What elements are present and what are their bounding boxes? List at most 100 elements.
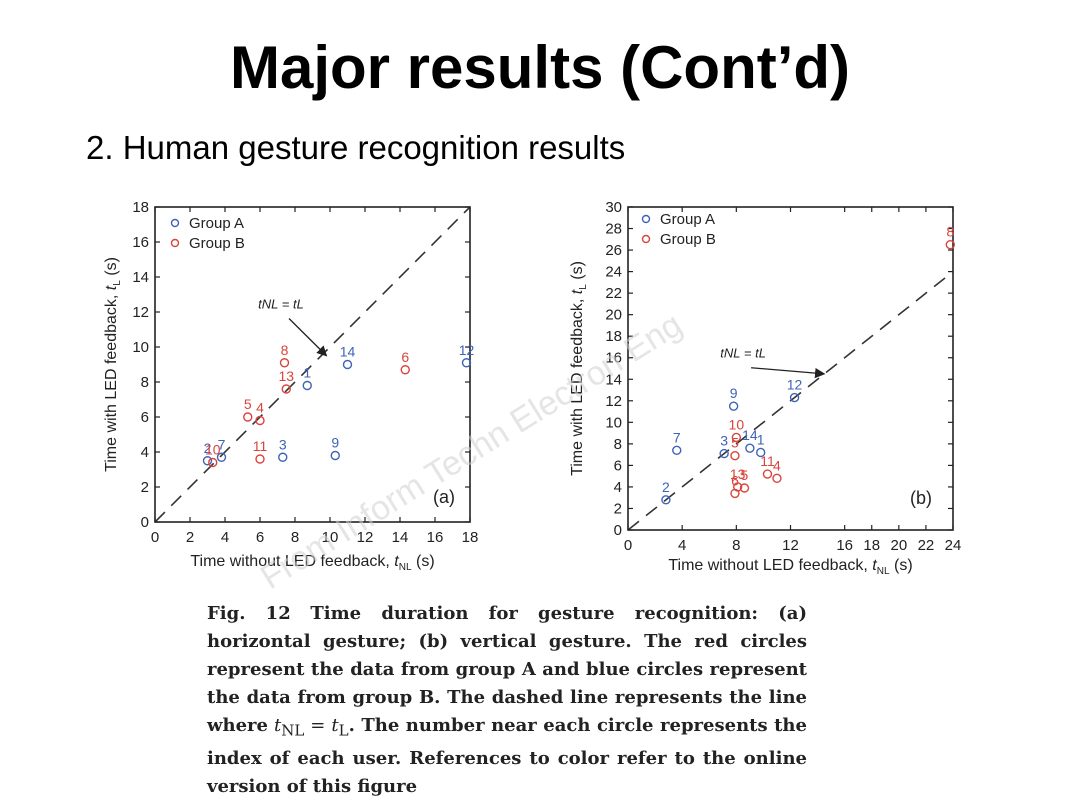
pb-legend-marker <box>641 214 651 224</box>
pb-point-group-a <box>745 443 755 453</box>
pa-x-tick-label: 18 <box>462 529 479 546</box>
pb-y-tick-label: 8 <box>614 436 622 453</box>
pa-legend-marker <box>170 218 180 228</box>
pa-point-label: 5 <box>244 396 252 412</box>
pa-y-tick-label: 10 <box>132 339 149 356</box>
pb-reference-label: tNL = tL <box>720 346 766 361</box>
pa-point-group-b <box>208 457 218 468</box>
caption-math-sub2: L <box>338 721 349 740</box>
caption-math-sub1: NL <box>281 721 305 740</box>
pb-y-tick-label: 28 <box>605 221 622 238</box>
pa-point-group-a <box>330 450 340 461</box>
pb-panel-tag: (b) <box>910 488 932 508</box>
caption-math-sym1: t <box>273 715 282 736</box>
pb-x-tick-label: 22 <box>918 537 935 554</box>
pa-y-tick-label: 14 <box>132 269 149 286</box>
pa-panel-tag: (a) <box>433 487 455 507</box>
pb-point-group-a <box>756 447 766 458</box>
pb-y-tick-label: 18 <box>605 328 622 345</box>
pb-x-tick-label: 24 <box>945 537 962 554</box>
pa-x-tick-label: 4 <box>221 529 229 546</box>
pa-legend-marker <box>170 238 180 248</box>
pa-point-label: 7 <box>218 436 226 452</box>
caption-text-2: . The number near each circle represents… <box>207 715 807 797</box>
pb-point-group-b <box>730 488 740 499</box>
pa-point-label: 10 <box>205 442 221 458</box>
pb-x-axis-label: Time without LED feedback, tNL (s) <box>668 557 912 577</box>
pb-x-tick-label: 12 <box>782 537 799 554</box>
pa-reference-label: tNL = tL <box>258 297 304 312</box>
pa-y-tick-label: 12 <box>132 304 149 321</box>
caption-fig-label: Fig. 12 <box>207 603 291 624</box>
pa-point-group-a <box>461 358 472 368</box>
pa-y-tick-label: 8 <box>141 374 149 391</box>
pb-x-tick-label: 16 <box>836 537 853 554</box>
pa-x-tick-label: 12 <box>357 529 374 546</box>
pb-y-tick-label: 12 <box>605 393 622 410</box>
pa-point-label: 6 <box>401 349 409 365</box>
chart-panel-b: 0 4 8 12 16 18 20 22 240246810121416182022242628… <box>569 199 961 577</box>
pb-point-label: 5 <box>741 467 749 483</box>
figure-caption: Fig. 12 Time duration for gesture recogn… <box>207 600 807 801</box>
pb-point-group-a <box>719 448 729 459</box>
pa-point-group-a <box>216 452 227 462</box>
caption-math-sym2: t <box>331 715 339 736</box>
pb-point-group-b <box>762 469 773 479</box>
pa-legend-label: Group A <box>189 215 244 232</box>
pa-y-tick-label: 4 <box>141 444 149 461</box>
pa-point-group-b <box>255 415 265 426</box>
pb-point-label: 11 <box>760 453 775 469</box>
pb-legend-marker <box>641 234 651 244</box>
pa-point-group-a <box>342 359 353 370</box>
pa-point-label: 2 <box>204 440 212 456</box>
pb-point-label: 13 <box>730 466 746 482</box>
pb-point-group-b <box>739 483 750 493</box>
pa-x-tick-label: 6 <box>256 529 264 546</box>
pa-point-label: 8 <box>281 342 289 358</box>
pb-y-tick-label: 6 <box>614 457 622 474</box>
pb-point-label: 4 <box>773 457 781 473</box>
pb-y-tick-label: 30 <box>605 199 622 216</box>
pa-x-tick-label: 14 <box>392 529 409 546</box>
pb-x-tick-label: 18 <box>863 537 880 554</box>
pa-x-tick-label: 10 <box>322 529 339 546</box>
pa-point-label: 13 <box>278 368 294 384</box>
pb-y-tick-label: 10 <box>605 414 622 431</box>
pb-point-group-b <box>945 239 955 250</box>
pa-x-tick-label: 8 <box>291 529 299 546</box>
pa-reference-line <box>154 206 471 523</box>
pb-point-label: 9 <box>730 385 738 401</box>
slide-title: Major results (Cont’d) <box>229 34 850 101</box>
pa-point-group-b <box>243 412 253 422</box>
pa-y-tick-label: 16 <box>132 234 149 251</box>
pb-y-tick-label: 16 <box>605 350 622 367</box>
pb-point-group-a <box>728 401 739 411</box>
pa-point-label: 12 <box>459 342 475 358</box>
pb-point-group-a <box>672 445 682 456</box>
pa-point-label: 3 <box>279 436 287 452</box>
pb-y-tick-label: 20 <box>605 307 622 324</box>
pb-point-label: 3 <box>720 433 728 449</box>
pa-point-label: 14 <box>340 344 356 360</box>
pb-y-tick-label: 2 <box>614 500 622 517</box>
caption-math-eq: = <box>310 715 326 736</box>
caption-text: Time duration for gesture recognition: (… <box>207 603 807 736</box>
pa-reference-arrow <box>288 318 328 357</box>
pb-y-tick-label: 4 <box>614 479 622 496</box>
slide-subtitle: 2. Human gesture recognition results <box>86 129 626 166</box>
pb-reference-arrow <box>751 367 826 379</box>
pb-y-axis-label: Time with LED feedback, tL (s) <box>569 261 589 476</box>
pa-x-tick-label: 16 <box>427 529 444 546</box>
pb-y-tick-label: 22 <box>605 285 622 302</box>
pb-point-group-b <box>730 451 740 461</box>
pb-point-group-b <box>772 473 782 484</box>
pa-point-group-b <box>281 384 291 394</box>
pa-point-label: 9 <box>331 435 339 451</box>
pa-y-axis-label: Time with LED feedback, tL (s) <box>103 257 123 472</box>
pb-point-label: 6 <box>731 472 739 488</box>
pa-point-label: 4 <box>256 400 264 416</box>
pa-point-group-a <box>302 380 312 391</box>
pb-point-label: 2 <box>662 479 670 495</box>
pb-x-tick-label: 4 <box>678 537 686 554</box>
pb-legend-label: Group B <box>660 231 716 248</box>
